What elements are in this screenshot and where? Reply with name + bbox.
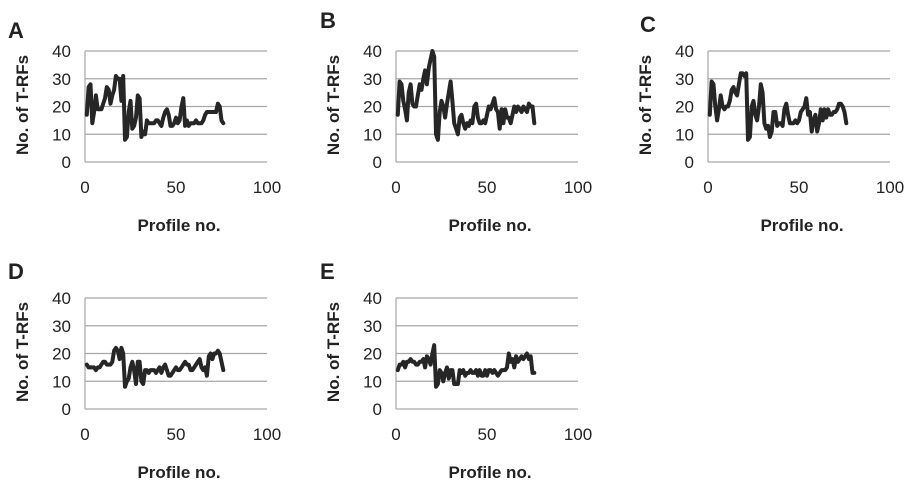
x-axis-title: Profile no.: [137, 463, 220, 482]
x-axis-title: Profile no.: [448, 216, 531, 235]
y-tick-label: 20: [52, 98, 71, 117]
x-tick-label: 50: [167, 425, 186, 444]
series-line: [84, 74, 226, 142]
y-tick-label: 20: [363, 98, 382, 117]
series-line: [84, 345, 226, 389]
panel-label: B: [320, 8, 336, 33]
series-line: [395, 343, 537, 389]
chart-panel-e: E 0 10 20 30 40 0 50 100 Profile no. No. of T-RFs: [320, 259, 592, 482]
chart-panel-a: A 0 10 20 30 40 0 50 100 Profile no. No. of T-RFs: [8, 18, 281, 235]
chart-panel-b: B 0 10 20 30 40 0 50 100 Profile no. No. of T-RFs: [320, 8, 592, 235]
y-tick-label: 40: [363, 42, 382, 61]
y-axis-title: No. of T-RFs: [13, 55, 32, 155]
y-tick-label: 10: [52, 125, 71, 144]
y-axis-title: No. of T-RFs: [13, 302, 32, 402]
y-tick-label: 20: [363, 345, 382, 364]
panel-label: A: [8, 18, 24, 43]
y-tick-label: 0: [373, 400, 382, 419]
y-tick-label: 30: [52, 70, 71, 89]
series-line: [395, 49, 537, 142]
x-tick-label: 50: [478, 425, 497, 444]
x-tick-label: 100: [564, 425, 592, 444]
x-tick-label: 100: [253, 425, 281, 444]
series-line: [707, 71, 849, 142]
y-tick-label: 30: [363, 70, 382, 89]
y-tick-label: 0: [685, 153, 694, 172]
y-tick-label: 40: [675, 42, 694, 61]
x-tick-label: 50: [167, 178, 186, 197]
y-tick-label: 10: [675, 125, 694, 144]
panel-label: D: [8, 259, 24, 284]
y-tick-label: 10: [52, 372, 71, 391]
x-tick-label: 0: [80, 425, 89, 444]
y-tick-label: 40: [52, 42, 71, 61]
x-tick-label: 100: [253, 178, 281, 197]
x-tick-label: 50: [478, 178, 497, 197]
y-tick-label: 20: [52, 345, 71, 364]
y-tick-label: 0: [373, 153, 382, 172]
x-axis-title: Profile no.: [760, 216, 843, 235]
x-tick-label: 0: [80, 178, 89, 197]
y-tick-label: 40: [52, 289, 71, 308]
panel-label: C: [640, 12, 656, 37]
y-tick-label: 20: [675, 98, 694, 117]
y-axis-title: No. of T-RFs: [324, 302, 343, 402]
y-tick-label: 30: [363, 317, 382, 336]
x-tick-label: 0: [703, 178, 712, 197]
y-tick-label: 30: [675, 70, 694, 89]
x-tick-label: 100: [876, 178, 904, 197]
x-tick-label: 100: [564, 178, 592, 197]
y-tick-label: 30: [52, 317, 71, 336]
chart-panel-c: C 0 10 20 30 40 0 50 100 Profile no. No. of T-RFs: [636, 12, 904, 235]
x-axis-title: Profile no.: [448, 463, 531, 482]
y-tick-label: 10: [363, 372, 382, 391]
x-tick-label: 50: [790, 178, 809, 197]
chart-panel-d: D 0 10 20 30 40 0 50 100 Profile no. No. of T-RFs: [8, 259, 281, 482]
y-tick-label: 40: [363, 289, 382, 308]
y-axis-title: No. of T-RFs: [324, 55, 343, 155]
x-axis-title: Profile no.: [137, 216, 220, 235]
y-tick-label: 10: [363, 125, 382, 144]
x-tick-label: 0: [391, 425, 400, 444]
y-axis-title: No. of T-RFs: [636, 55, 655, 155]
panel-label: E: [320, 259, 335, 284]
y-tick-label: 0: [62, 400, 71, 419]
x-tick-label: 0: [391, 178, 400, 197]
y-tick-label: 0: [62, 153, 71, 172]
